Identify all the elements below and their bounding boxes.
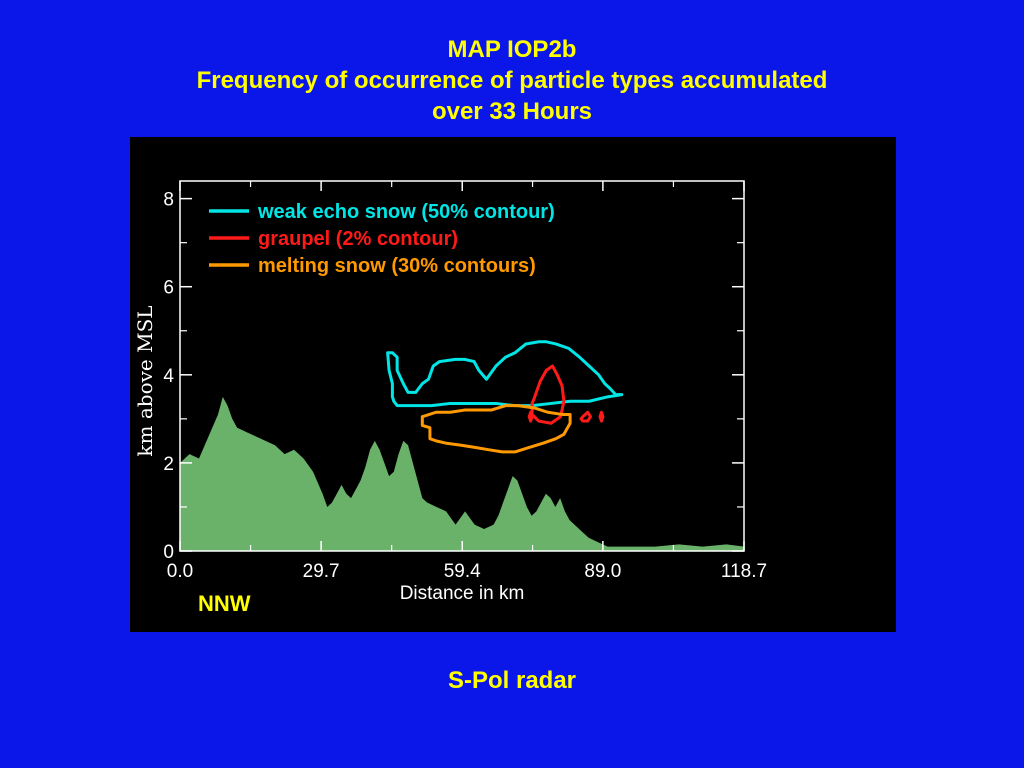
y-tick-label: 0 [163,542,174,563]
chart-panel: 0.0 29.7 59.4 89.0 118.7 0 2 4 6 8 weak echo snow… [130,137,896,632]
title-line-3: over 33 Hours [431,98,593,125]
y-tick-label: 6 [163,278,174,299]
direction-label: NNW [198,591,251,616]
contour-layer [386,340,624,454]
contour-graupel-2 [527,410,534,423]
y-tick-label: 2 [163,454,174,475]
contour-graupel-4 [598,410,605,423]
terrain-area [180,396,744,551]
contour-snow-0 [386,340,624,408]
y-tick-label: 4 [163,366,174,387]
x-tick-label: 0.0 [167,561,193,582]
y-axis-label: km above MSL [133,305,157,456]
title-line-1: MAP IOP2b [447,36,577,63]
slide-title: MAP IOP2b Frequency of occurrence of par… [0,34,1024,127]
legend-label-snow: weak echo snow (50% contour) [257,201,555,223]
footer-caption: S-Pol radar [447,667,577,694]
contour-graupel-3 [579,410,593,423]
legend-label-graupel: graupel (2% contour) [258,228,458,250]
axes-layer: 0.0 29.7 59.4 89.0 118.7 0 2 4 6 8 [163,180,767,582]
x-tick-label: 59.4 [444,561,481,582]
y-tick-label: 8 [163,190,174,211]
x-axis-label: Distance in km [400,583,525,604]
chart-svg: 0.0 29.7 59.4 89.0 118.7 0 2 4 6 8 weak echo snow… [133,180,767,616]
legend: weak echo snow (50% contour) graupel (2% … [209,201,555,277]
x-tick-label: 89.0 [584,561,621,582]
legend-label-melting: melting snow (30% contours) [258,255,536,277]
title-line-2: Frequency of occurrence of particle type… [196,67,828,94]
x-tick-label: 29.7 [303,561,340,582]
x-tick-label: 118.7 [721,561,767,582]
terrain-layer [180,396,744,551]
contour-melting-5 [420,404,572,454]
